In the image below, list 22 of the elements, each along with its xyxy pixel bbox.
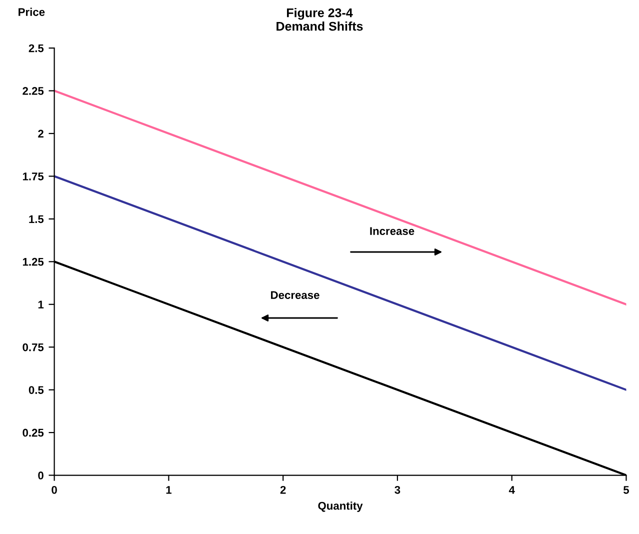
y-tick-label: 2.25: [22, 87, 44, 95]
y-tick-label: 0.5: [28, 386, 44, 394]
y-tick-label: 0: [38, 472, 44, 480]
y-tick-label: 0.75: [22, 343, 44, 352]
y-tick-label: 2: [38, 130, 44, 138]
x-tick-label: 4: [508, 486, 515, 494]
annotation: Increase: [370, 227, 414, 235]
x-tick-label: 2: [280, 486, 286, 494]
y-tick-label: 1.75: [22, 172, 44, 180]
chart-title: Figure 23-4 Demand Shifts: [276, 8, 363, 31]
y-tick-label: 1.5: [29, 215, 44, 224]
y-tick-label: 0.25: [22, 428, 44, 437]
x-axis-title: Quantity: [318, 502, 363, 512]
y-tick-label: 1: [38, 300, 44, 308]
x-tick-label: 5: [623, 486, 629, 494]
x-tick-label: 0: [52, 486, 57, 494]
y-axis-title: Price: [18, 8, 45, 16]
x-tick-label: 1: [166, 486, 172, 494]
x-tick-label: 3: [394, 486, 400, 494]
annotation: Decrease: [271, 291, 320, 299]
y-tick-label: 2.5: [28, 44, 44, 52]
y-tick-label: 1.25: [22, 258, 44, 266]
